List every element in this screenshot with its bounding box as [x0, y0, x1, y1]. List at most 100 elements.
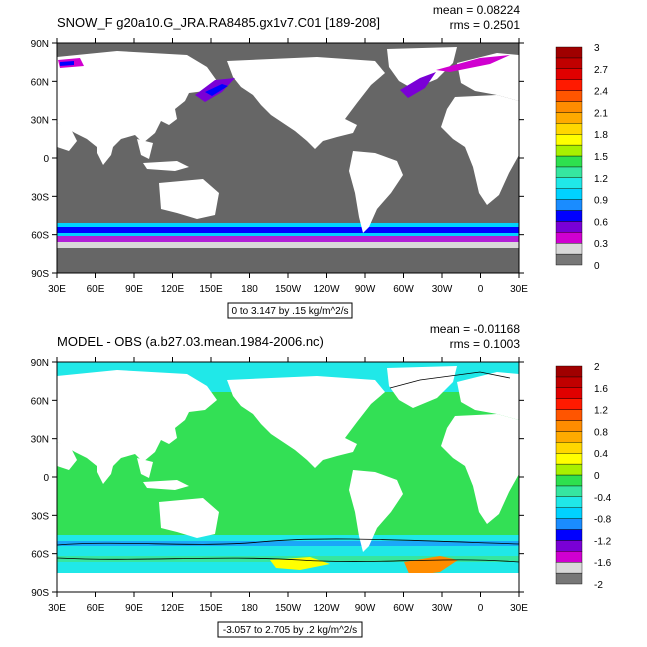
y-tick-label: 30N: [31, 435, 49, 446]
map-field: [57, 362, 519, 592]
y-tick-label: 60N: [31, 396, 49, 407]
colorbar-label: 1.8: [594, 130, 608, 141]
colorbar-swatch: [555, 133, 583, 146]
range-label: 0 to 3.147 by .15 kg/m^2/s: [232, 306, 349, 317]
colorbar-swatch: [555, 90, 583, 102]
colorbar-swatch: [555, 409, 583, 421]
colorbar-label: 2: [594, 362, 600, 373]
colorbar-swatch: [555, 420, 583, 432]
colorbar-swatch: [555, 376, 583, 388]
x-tick-label: 180: [241, 284, 258, 295]
colorbar-label: 2.1: [594, 108, 608, 119]
x-tick-label: 60W: [393, 284, 414, 295]
colorbar-swatch: [555, 551, 583, 563]
axes: 90N 60N 30N 0 30S 60S 90S 30E 60E 90E 120E 150E 180 1…: [31, 357, 528, 614]
colorbar-swatch: [555, 453, 583, 465]
colorbar-label: 0.3: [594, 239, 608, 250]
range-label: -3.057 to 2.705 by .2 kg/m^2/s: [223, 625, 357, 636]
colorbar-label: 0.8: [594, 427, 608, 438]
x-tick-label: 90W: [355, 603, 376, 614]
colorbar-swatch: [555, 155, 583, 168]
colorbar-label: 1.5: [594, 152, 608, 163]
colorbar-swatch: [555, 210, 583, 222]
colorbar-label: 0: [594, 471, 600, 482]
x-tick-label: 150E: [199, 284, 223, 295]
colorbar-swatch: [555, 387, 583, 399]
colorbar-label: 0.9: [594, 196, 608, 207]
colorbar-swatch: [555, 177, 583, 189]
colorbar-label: -2: [594, 580, 603, 591]
colorbar-swatch: [555, 463, 583, 476]
rms-label: rms = 0.1003: [450, 337, 521, 351]
colorbar-swatch: [555, 112, 583, 124]
x-tick-label: 150W: [275, 284, 302, 295]
colorbar-label: 3: [594, 43, 600, 54]
colorbar-swatch: [555, 232, 583, 244]
y-tick-label: 30S: [31, 511, 49, 522]
colorbar-label: 1.2: [594, 406, 608, 417]
x-tick-label: 90E: [125, 284, 143, 295]
colorbar-swatch: [555, 431, 583, 443]
y-tick-label: 60S: [31, 231, 49, 242]
mean-label: mean = 0.08224: [433, 3, 520, 17]
colorbar-swatch: [555, 221, 583, 233]
y-tick-label: 60S: [31, 550, 49, 561]
x-tick-label: 60E: [87, 603, 105, 614]
x-tick-label: 120W: [313, 603, 340, 614]
colorbar-label: -1.6: [594, 558, 612, 569]
colorbar-label: 1.2: [594, 174, 608, 185]
x-tick-label: 30W: [432, 284, 453, 295]
colorbar-label: 0.6: [594, 217, 608, 228]
mean-label: mean = -0.01168: [430, 322, 521, 336]
y-tick-label: 30S: [31, 192, 49, 203]
y-tick-label: 90N: [31, 358, 49, 369]
colorbar-swatch: [555, 199, 583, 211]
y-tick-label: 60N: [31, 77, 49, 88]
colorbar-label: -0.4: [594, 493, 612, 504]
colorbar-swatch: [555, 123, 583, 135]
x-tick-label: 60E: [87, 284, 105, 295]
colorbar-label: 1.6: [594, 384, 608, 395]
panel-difference-map: MODEL - OBS (a.b27.03.mean.1984-2006.nc)…: [31, 322, 612, 638]
y-tick-label: 0: [43, 473, 49, 484]
x-tick-label: 60W: [393, 603, 414, 614]
x-tick-label: 150E: [199, 603, 223, 614]
colorbar-swatch: [555, 398, 583, 410]
axes: 90N 60N 30N 0 30S 60S 90S 30E 60E 90E 120E 150E 180 1…: [31, 38, 528, 295]
panel-snowfall-map: SNOW_F g20a10.G_JRA.RA8485.gx1v7.C01 [18…: [31, 3, 608, 319]
rms-label: rms = 0.2501: [450, 18, 521, 32]
y-tick-label: 0: [43, 154, 49, 165]
colorbar-swatch: [555, 572, 583, 585]
colorbar: 3 2.7 2.4 2.1 1.8 1.5 1.2 0.9 0.6 0.3 0: [555, 43, 608, 272]
colorbar-label: 2.4: [594, 87, 608, 98]
colorbar-label: 0.4: [594, 449, 608, 460]
colorbar-swatch: [555, 242, 583, 255]
colorbar-swatch: [555, 57, 583, 70]
x-tick-label: 30E: [510, 603, 528, 614]
colorbar-swatch: [555, 365, 583, 378]
x-tick-label: 30E: [48, 603, 66, 614]
x-tick-label: 30E: [48, 284, 66, 295]
x-tick-label: 90W: [355, 284, 376, 295]
panel-title: MODEL - OBS (a.b27.03.mean.1984-2006.nc): [57, 334, 324, 349]
colorbar: 2 1.6 1.2 0.8 0.4 0 -0.4 -0.8 -1.2 -1.6 -2: [555, 362, 612, 591]
x-tick-label: 0: [478, 284, 484, 295]
colorbar-swatch: [555, 529, 583, 541]
colorbar-swatch: [555, 166, 583, 178]
colorbar-label: -0.8: [594, 515, 612, 526]
x-tick-label: 120E: [161, 603, 185, 614]
x-tick-label: 0: [478, 603, 484, 614]
colorbar-swatch: [555, 485, 583, 497]
colorbar-swatch: [555, 540, 583, 552]
colorbar-swatch: [555, 518, 583, 530]
colorbar-swatch: [555, 253, 583, 266]
x-tick-label: 90E: [125, 603, 143, 614]
y-tick-label: 90N: [31, 39, 49, 50]
colorbar-swatch: [555, 101, 583, 113]
y-tick-label: 90S: [31, 269, 49, 280]
x-tick-label: 30E: [510, 284, 528, 295]
colorbar-label: 0: [594, 261, 600, 272]
map-field: [57, 43, 519, 273]
colorbar-swatch: [555, 46, 583, 59]
x-tick-label: 120E: [161, 284, 185, 295]
